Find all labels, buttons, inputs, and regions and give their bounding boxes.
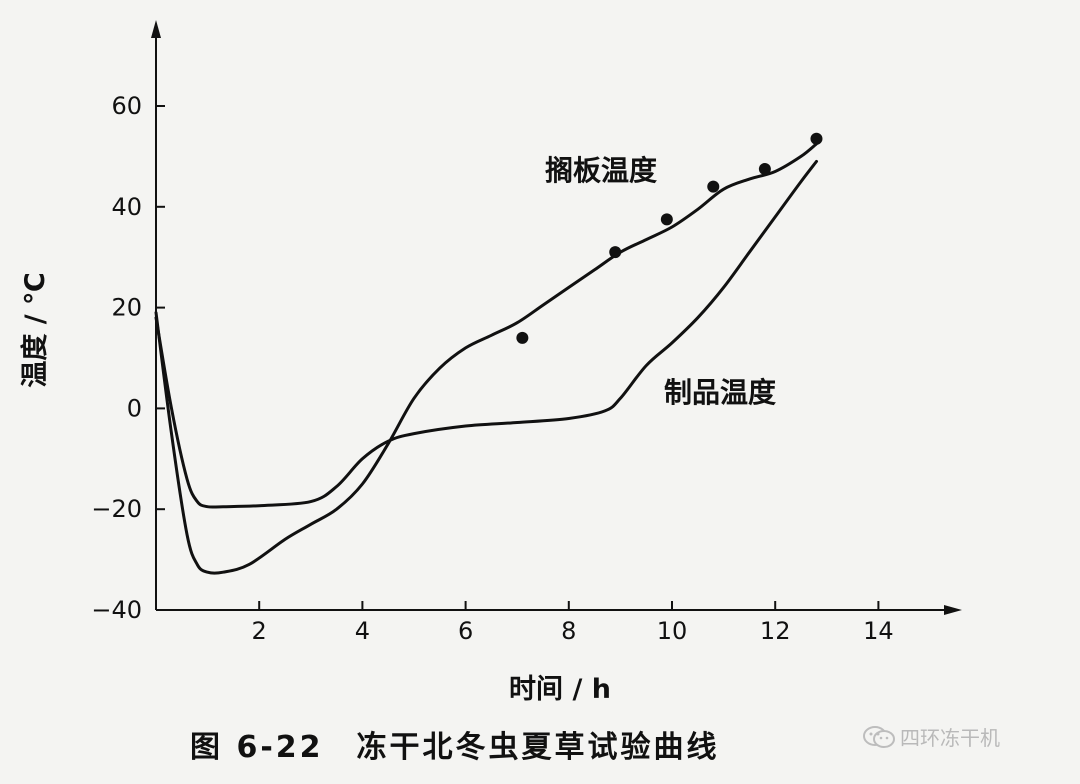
- x-tick-label: 6: [458, 617, 473, 645]
- x-tick-label: 8: [561, 617, 576, 645]
- series-line-1: [154, 142, 818, 575]
- series-line-2: [154, 159, 818, 509]
- series-1-point: [707, 180, 720, 193]
- y-tick-label: 40: [111, 193, 142, 221]
- y-tick-label: 0: [127, 394, 142, 422]
- x-axis-label: 时间 / h: [509, 674, 611, 705]
- y-tick-label: −40: [91, 596, 142, 624]
- x-tick-label: 4: [355, 617, 370, 645]
- series-label-1: 搁板温度: [545, 154, 657, 187]
- chart: 2 4 6 8 10 12 14 −40 −20 0 20 40 60 时间 / h 温度 / ℃ 搁板温度制…: [19, 20, 962, 705]
- x-tick-label: 10: [657, 617, 688, 645]
- wechat-icon: [863, 725, 895, 748]
- y-tick-label: 20: [111, 294, 142, 322]
- series-1-point: [516, 331, 529, 344]
- watermark: 四环冻干机: [862, 722, 1000, 751]
- series-1-point: [609, 246, 622, 259]
- watermark-text: 四环冻干机: [900, 726, 1000, 750]
- y-axis-label: 温度 / ℃: [19, 272, 51, 387]
- x-tick-label: 12: [760, 617, 791, 645]
- x-tick-label: 2: [252, 617, 267, 645]
- y-axis-arrow: [151, 20, 161, 38]
- figure-caption: 图 6-22 冻干北冬虫夏草试验曲线: [190, 730, 720, 765]
- series-1-point: [758, 163, 771, 175]
- x-tick-label: 14: [863, 617, 894, 645]
- y-tick-label: 60: [111, 92, 142, 120]
- series-label-2: 制品温度: [664, 376, 776, 409]
- series-1-point: [810, 132, 823, 145]
- y-tick-label: −20: [91, 495, 142, 523]
- x-axis-arrow: [944, 605, 962, 615]
- series-1-point: [660, 213, 673, 226]
